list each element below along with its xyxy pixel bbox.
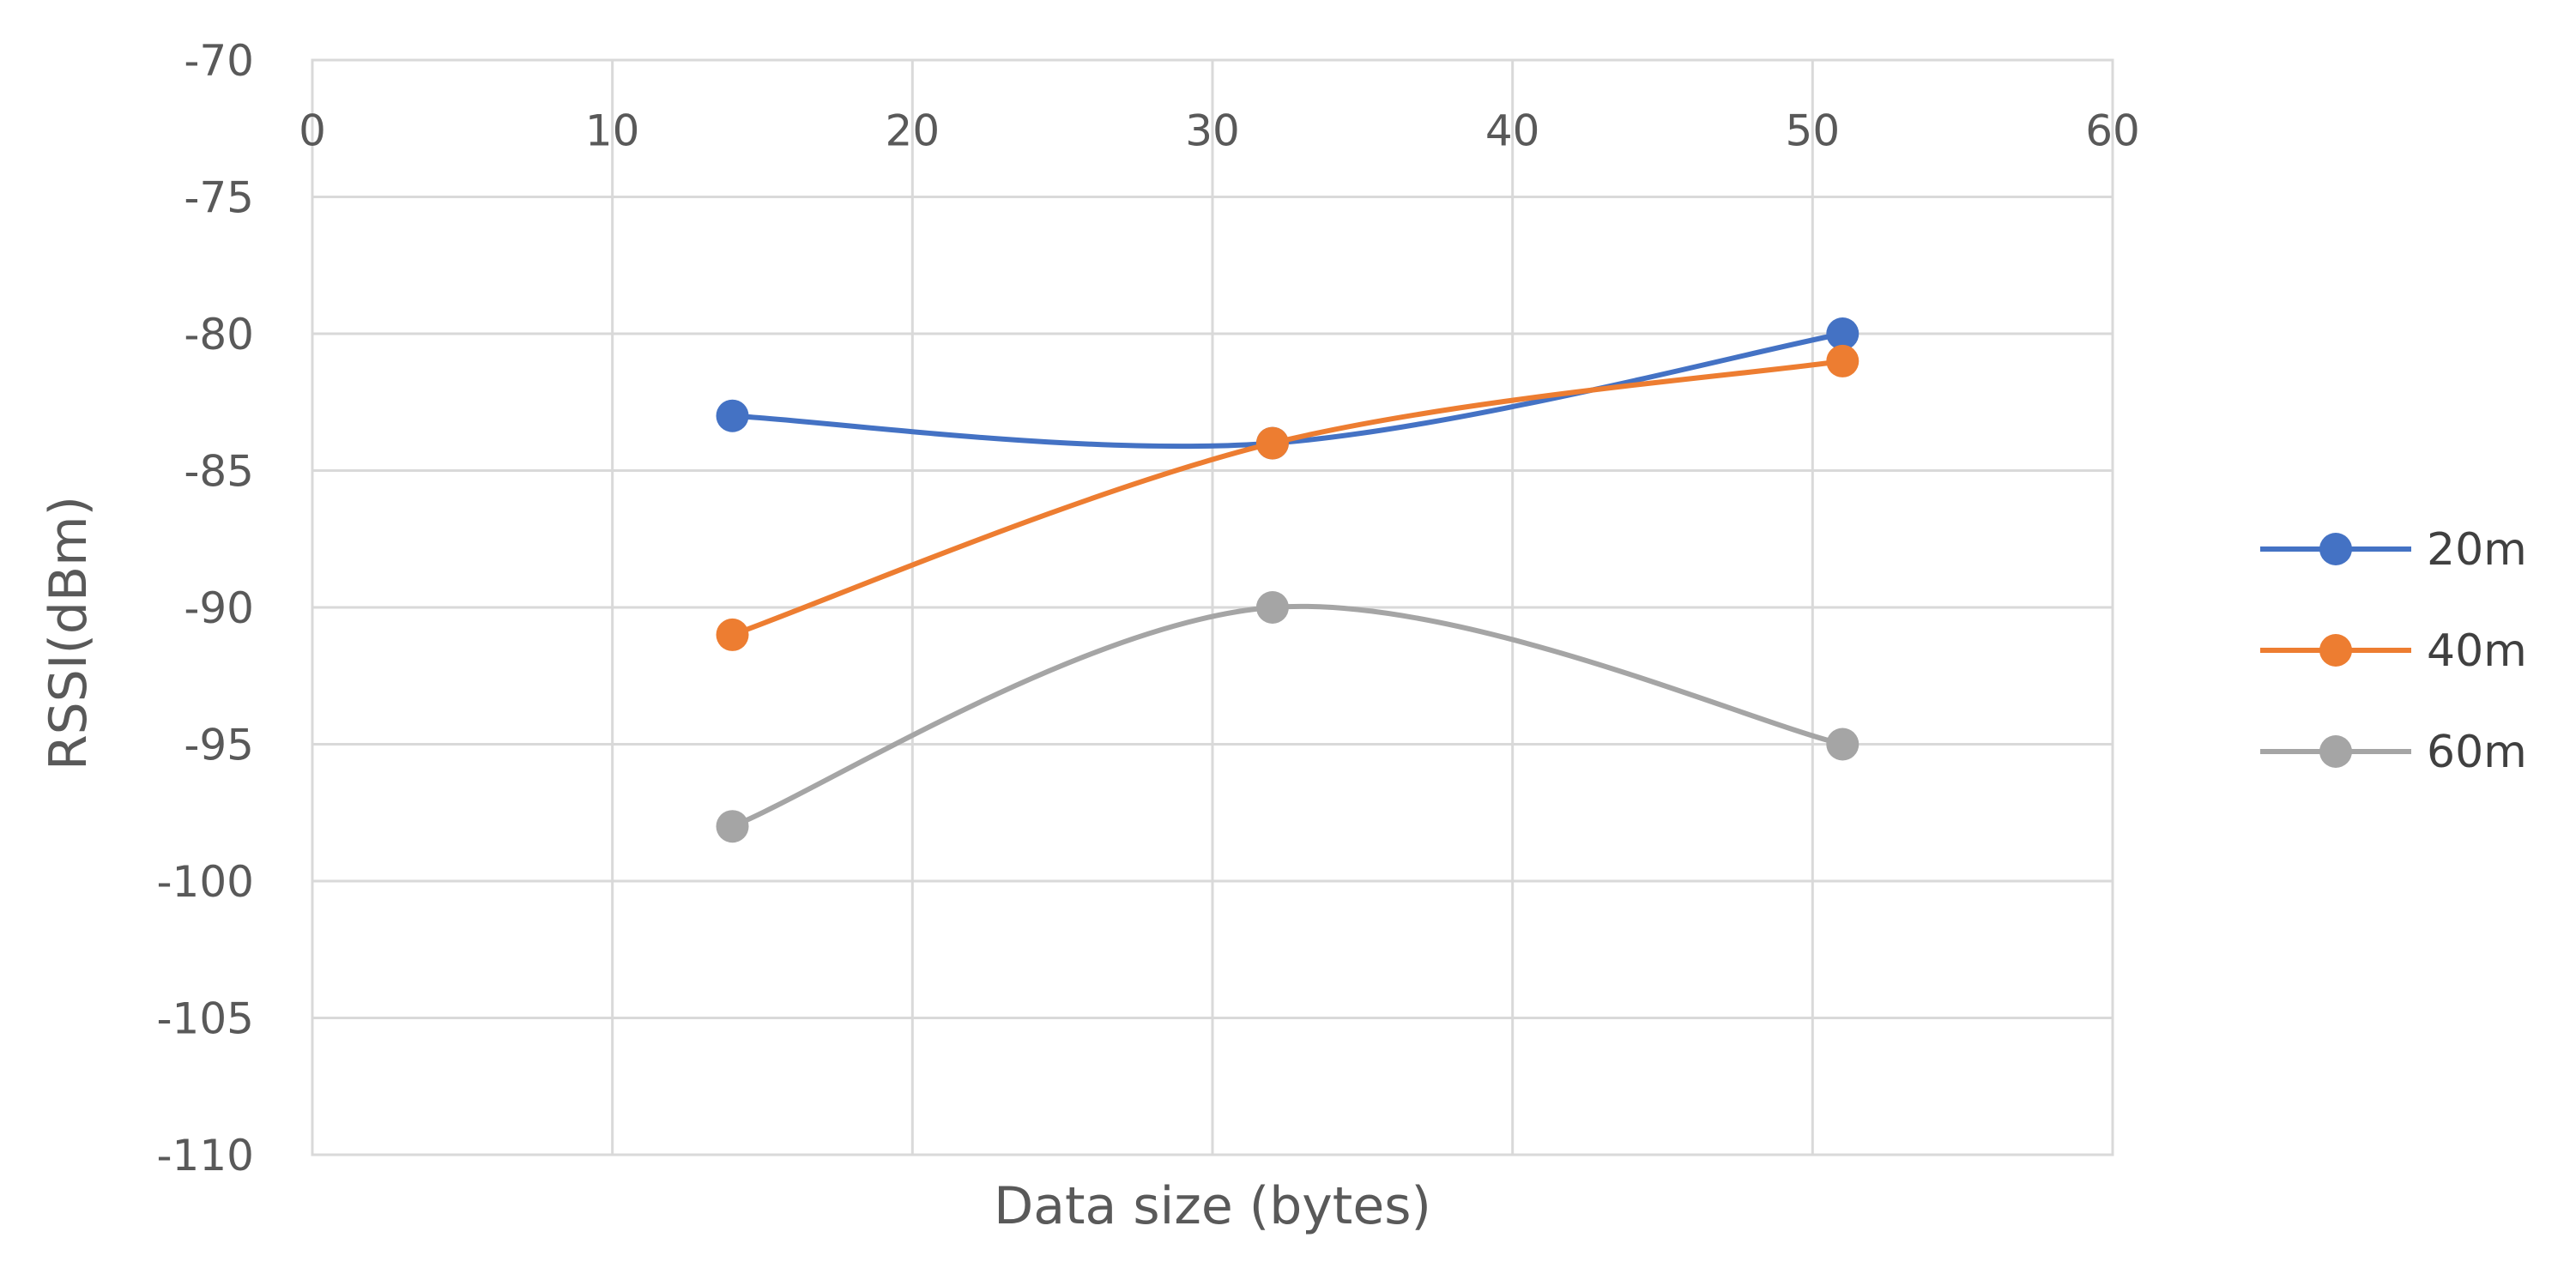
y-tick-label: -95: [184, 721, 254, 770]
series-line-20m: [729, 331, 1846, 450]
legend-item-40m: 40m: [2260, 625, 2527, 677]
y-tick-label: -100: [157, 857, 254, 907]
x-axis-ticks: 0 10 20 30 40 50 60: [299, 106, 2140, 156]
legend-item-60m: 60m: [2260, 727, 2527, 778]
x-tick-label: 20: [886, 106, 940, 156]
x-tick-label: 10: [585, 106, 640, 156]
y-tick-label: -85: [184, 447, 254, 497]
x-tick-label: 40: [1485, 106, 1540, 156]
y-tick-label: -90: [184, 583, 254, 633]
y-tick-label: -70: [184, 36, 254, 86]
y-axis-ticks: -70 -75 -80 -85 -90 -95 -100 -105 -110: [157, 36, 254, 1180]
legend-swatch-marker: [2319, 735, 2352, 768]
series-60m: [716, 591, 1859, 843]
series-40m: [716, 344, 1859, 651]
data-point-40m: [1255, 426, 1289, 460]
plot-area: [311, 58, 2114, 1156]
y-axis-title: RSSI(dBm): [39, 496, 99, 770]
x-tick-label: 60: [2085, 106, 2140, 156]
legend-label: 40m: [2427, 625, 2527, 677]
y-tick-label: -75: [184, 173, 254, 223]
series-line-40m: [729, 358, 1846, 637]
legend-label: 20m: [2427, 524, 2527, 576]
x-tick-label: 30: [1185, 106, 1240, 156]
data-point-60m: [716, 810, 749, 843]
legend-label: 60m: [2427, 727, 2527, 778]
y-tick-label: -105: [157, 994, 254, 1044]
data-point-60m: [1826, 728, 1859, 761]
x-tick-label: 0: [299, 106, 326, 156]
data-point-40m: [716, 618, 749, 651]
y-tick-label: -110: [157, 1131, 254, 1180]
gridlines: [311, 58, 2114, 1156]
y-tick-label: -80: [184, 310, 254, 359]
data-point-40m: [1826, 344, 1859, 377]
series-lines: [716, 317, 1859, 843]
legend: 20m 40m 60m: [2260, 524, 2527, 778]
legend-swatch-marker: [2319, 533, 2352, 565]
x-tick-label: 50: [1786, 106, 1841, 156]
legend-item-20m: 20m: [2260, 524, 2527, 576]
data-point-60m: [1255, 591, 1289, 624]
series-line-60m: [729, 603, 1846, 830]
data-point-20m: [1826, 317, 1859, 350]
x-axis-title: Data size (bytes): [994, 1176, 1431, 1236]
legend-swatch-marker: [2319, 634, 2352, 667]
data-point-20m: [716, 399, 749, 432]
